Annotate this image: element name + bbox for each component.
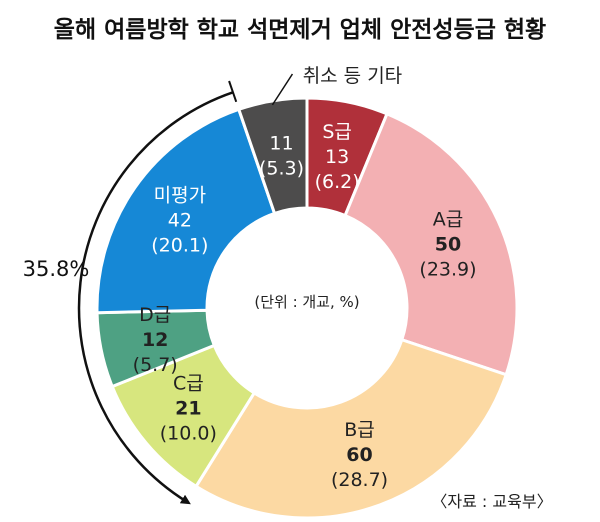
slices-layer: [95, 96, 519, 520]
slice-value-6: 11: [269, 133, 293, 155]
slice-percent-2: (28.7): [331, 469, 388, 491]
slice-2: [194, 337, 509, 520]
slice-value-4: 12: [142, 329, 168, 351]
slice-5: [95, 107, 277, 315]
slice-value-1: 50: [435, 234, 461, 256]
slice-value-3: 21: [175, 398, 201, 420]
slice-6: [236, 96, 309, 216]
labels-layer: S급 13 (6.2) A급 50 (23.9) B급 60 (28.7) C급 21 (10.0) D…: [133, 65, 477, 491]
bracket-label: 35.8%: [23, 257, 90, 281]
slice-percent-3: (10.0): [160, 423, 217, 445]
slice-value-0: 13: [325, 146, 349, 168]
slice-percent-1: (23.9): [419, 259, 476, 281]
bracket-arrow: [77, 91, 234, 505]
unit-note: (단위 : 개교, %): [254, 293, 359, 311]
slice-label-4: D급: [139, 304, 171, 326]
slice-label-2: B급: [344, 419, 375, 441]
slice-percent-5: (20.1): [151, 234, 208, 256]
bracket-tick: [228, 80, 238, 103]
slice-label-3: C급: [173, 373, 204, 395]
slice-percent-6: (5.3): [259, 158, 304, 180]
slice-percent-4: (5.7): [133, 354, 178, 376]
slice-label-1: A급: [433, 209, 463, 231]
slice-label-0: S급: [322, 121, 352, 143]
slice-1: [343, 111, 519, 377]
slice-value-5: 42: [168, 209, 192, 231]
slice-label-5: 미평가: [154, 184, 206, 206]
slice-percent-0: (6.2): [315, 171, 360, 193]
source-note: 〈자료 : 교육부〉: [431, 492, 552, 511]
slice-value-2: 60: [346, 444, 372, 466]
slice-label-6: 취소 등 기타: [303, 65, 402, 87]
chart-title: 올해 여름방학 학교 석면제거 업체 안전성등급 현황: [54, 17, 546, 43]
leader-line: [271, 73, 294, 106]
